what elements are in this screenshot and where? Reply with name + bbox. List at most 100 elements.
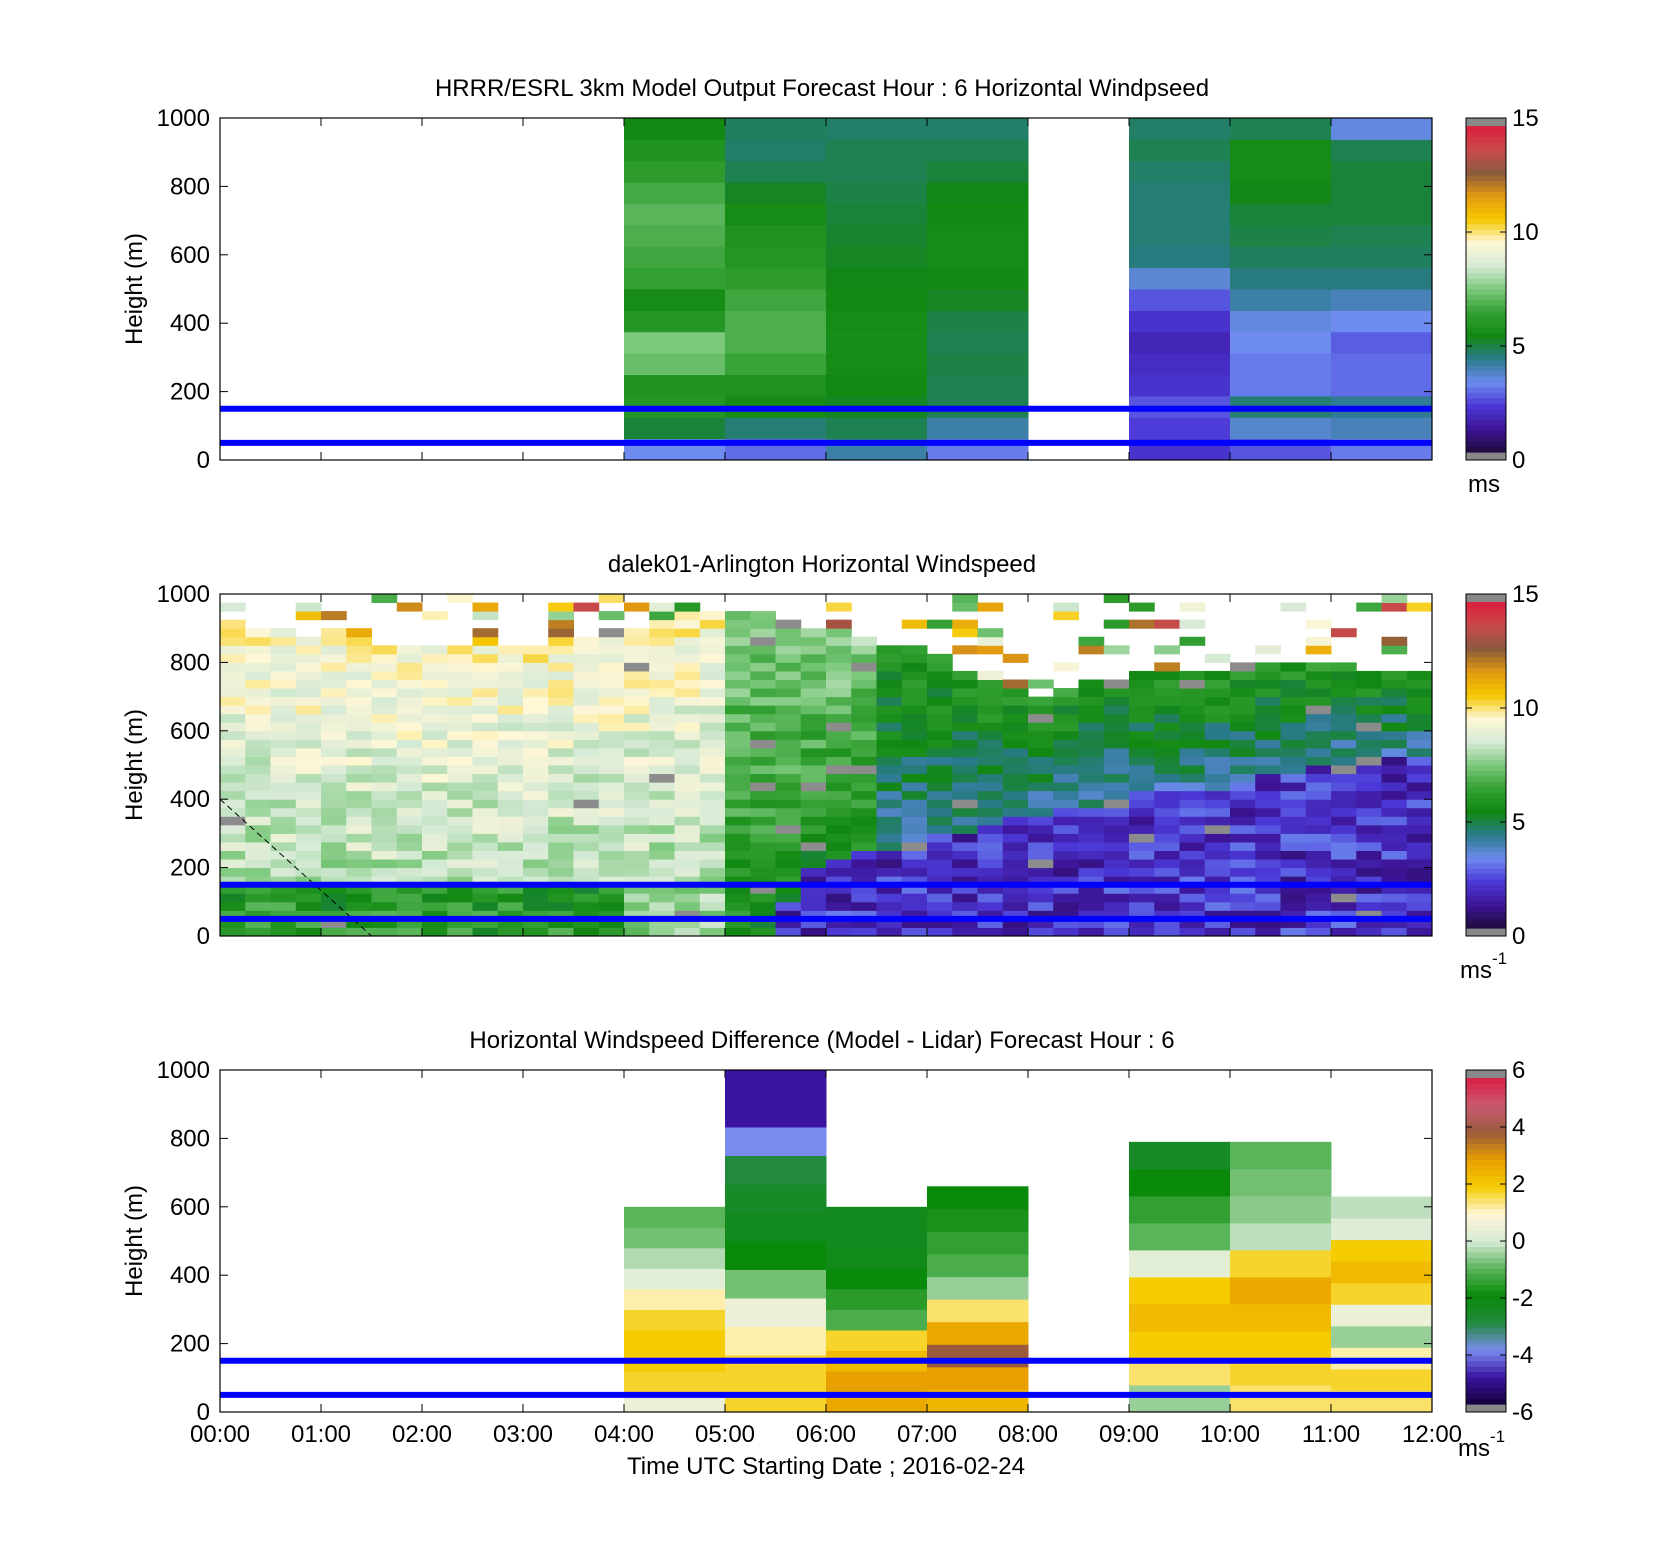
xtick-label: 00:00 [190, 1421, 250, 1448]
heatmap-cell [1078, 867, 1105, 877]
heatmap-cell [649, 705, 675, 715]
heatmap-cell [649, 756, 675, 766]
heatmap-cell [876, 730, 903, 740]
colorbar-swatch [1466, 153, 1506, 160]
heatmap-cell [1078, 841, 1105, 851]
heatmap-cell [624, 662, 650, 672]
heatmap-cell [573, 696, 600, 706]
heatmap-cell [699, 859, 726, 869]
heatmap-cell [1179, 927, 1206, 937]
heatmap-cell [220, 602, 246, 612]
heatmap-cell [1255, 893, 1281, 903]
heatmap-cell [1103, 833, 1130, 843]
heatmap-cell [851, 824, 877, 834]
heatmap-cell [624, 602, 650, 612]
heatmap-cell [699, 841, 726, 851]
colorbar-swatch [1466, 873, 1506, 880]
heatmap-cell [977, 833, 1004, 843]
heatmap-cell [295, 901, 322, 911]
heatmap-cell [1305, 918, 1332, 928]
heatmap-cell [245, 628, 271, 638]
heatmap-cell [346, 859, 372, 869]
heatmap-cell [497, 790, 524, 800]
heatmap-cell [1331, 246, 1433, 269]
heatmap-cell [295, 927, 322, 937]
heatmap-cell [725, 841, 751, 851]
heatmap-cell [1381, 636, 1408, 646]
heatmap-cell [1028, 884, 1054, 894]
heatmap-cell [1280, 927, 1307, 937]
heatmap-cell [1406, 713, 1433, 723]
heatmap-cell [1204, 841, 1231, 851]
heatmap-cell [598, 662, 625, 672]
heatmap-cell [1230, 833, 1256, 843]
heatmap-cell [1305, 645, 1332, 655]
heatmap-cell [396, 645, 423, 655]
heatmap-cell [1103, 918, 1130, 928]
heatmap-cell [901, 739, 928, 749]
heatmap-cell [548, 910, 574, 920]
heatmap-cell [977, 867, 1004, 877]
heatmap-cell [1129, 782, 1155, 792]
heatmap-cell [750, 790, 776, 800]
heatmap-cell [1255, 833, 1281, 843]
heatmap-cell [1280, 670, 1307, 680]
heatmap-cell [674, 670, 701, 680]
panel-model-title: HRRR/ESRL 3km Model Output Forecast Hour… [435, 75, 1209, 102]
heatmap-cell [624, 730, 650, 740]
heatmap-cell [927, 876, 953, 886]
heatmap-cell [1002, 841, 1029, 851]
heatmap-cell [573, 927, 600, 937]
heatmap-cell [1002, 688, 1029, 698]
heatmap-cell [800, 824, 827, 834]
heatmap-cell [396, 653, 423, 663]
heatmap-cell [750, 705, 776, 715]
heatmap-cell [270, 901, 297, 911]
heatmap-cell [927, 739, 953, 749]
heatmap-cell [422, 790, 448, 800]
colorbar-swatch [1466, 688, 1506, 695]
heatmap-cell [624, 910, 650, 920]
heatmap-cell [826, 1227, 928, 1249]
heatmap-cell [447, 645, 473, 655]
heatmap-cell [497, 884, 524, 894]
heatmap-cell [624, 645, 650, 655]
heatmap-cell [1028, 876, 1054, 886]
heatmap-cell [1078, 730, 1105, 740]
heatmap-cell [598, 884, 625, 894]
heatmap-cell [901, 756, 928, 766]
heatmap-cell [876, 867, 903, 877]
heatmap-cell [725, 203, 827, 226]
heatmap-cell [1255, 824, 1281, 834]
heatmap-cell [1230, 799, 1256, 809]
colorbar-swatch [1466, 1099, 1506, 1106]
heatmap-cell [447, 653, 473, 663]
xtick-label: 03:00 [493, 1421, 553, 1448]
heatmap-cell [800, 713, 827, 723]
heatmap-cell [901, 833, 928, 843]
heatmap-cell [1179, 841, 1206, 851]
heatmap-cell [952, 799, 978, 809]
heatmap-cell [927, 246, 1029, 269]
heatmap-cell [1129, 224, 1231, 247]
colorbar-swatch [1466, 261, 1506, 268]
heatmap-cell [1179, 807, 1206, 817]
heatmap-cell [472, 713, 499, 723]
heatmap-cell [1179, 670, 1206, 680]
heatmap-cell [548, 927, 574, 937]
heatmap-cell [775, 739, 802, 749]
colorbar-swatch [1466, 278, 1506, 285]
heatmap-cell [1255, 807, 1281, 817]
heatmap-cell [952, 782, 978, 792]
heatmap-cell [1053, 696, 1079, 706]
heatmap-cell [901, 670, 928, 680]
heatmap-cell [851, 799, 877, 809]
heatmap-cell [321, 859, 347, 869]
panel-model-reference-lines [220, 405, 1432, 446]
heatmap-cell [1331, 118, 1433, 140]
heatmap-cell [447, 850, 473, 860]
panel-difference-ylabel: Height (m) [121, 1185, 148, 1297]
heatmap-cell [901, 841, 928, 851]
heatmap-cell [321, 807, 347, 817]
